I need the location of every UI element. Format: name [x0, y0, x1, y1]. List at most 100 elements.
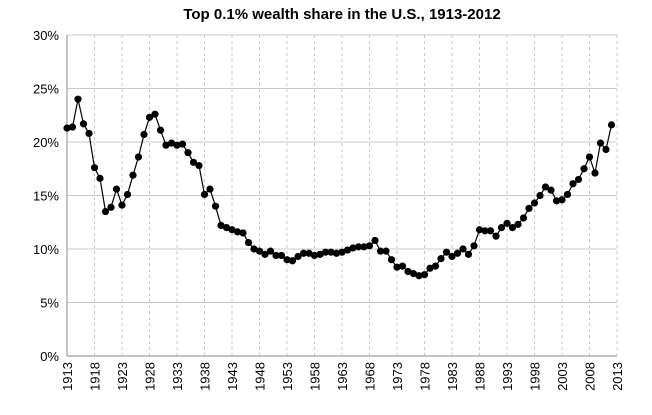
- point: [503, 219, 511, 227]
- point: [63, 124, 71, 132]
- point: [354, 243, 363, 251]
- point: [112, 185, 121, 193]
- point: [85, 129, 93, 138]
- x-tick-label: 1928: [143, 362, 158, 391]
- point: [519, 214, 528, 222]
- point: [299, 249, 308, 257]
- x-tick-label: 1933: [170, 362, 185, 391]
- point: [189, 158, 198, 166]
- x-tick-label: 1973: [390, 362, 405, 391]
- x-tick-label: 2003: [555, 362, 570, 391]
- point: [459, 245, 467, 253]
- point: [101, 207, 110, 216]
- point: [530, 199, 539, 207]
- point: [442, 248, 451, 256]
- point: [228, 226, 236, 234]
- point: [464, 250, 473, 258]
- point: [569, 180, 577, 188]
- point: [602, 145, 610, 154]
- point: [393, 263, 401, 271]
- point: [255, 247, 264, 255]
- x-tick-label: 1998: [528, 362, 543, 391]
- point: [585, 153, 594, 161]
- point: [470, 242, 478, 250]
- point: [79, 120, 88, 128]
- point: [508, 224, 517, 232]
- point: [453, 249, 462, 257]
- point: [475, 226, 484, 234]
- point: [178, 140, 187, 148]
- point: [294, 252, 302, 261]
- y-tick-label: 15%: [33, 189, 59, 204]
- point: [145, 113, 154, 121]
- point: [68, 123, 77, 131]
- point: [387, 256, 396, 264]
- x-tick-label: 1988: [473, 362, 488, 391]
- point: [266, 247, 275, 255]
- point: [310, 251, 319, 260]
- point: [398, 262, 407, 270]
- point: [514, 220, 522, 228]
- point: [492, 232, 500, 240]
- point: [541, 183, 550, 191]
- point: [283, 256, 291, 264]
- point: [200, 190, 209, 199]
- point: [211, 202, 220, 210]
- x-tick-label: 1913: [60, 362, 75, 391]
- chart-title: Top 0.1% wealth share in the U.S., 1913-…: [183, 6, 500, 23]
- point: [426, 264, 434, 272]
- y-tick-label: 0%: [40, 349, 59, 364]
- point: [107, 203, 115, 211]
- point: [167, 139, 176, 147]
- x-tick-label: 1963: [335, 362, 350, 391]
- point: [222, 224, 231, 232]
- y-tick-label: 30%: [33, 28, 59, 43]
- point: [261, 250, 269, 258]
- y-tick-label: 10%: [33, 242, 59, 257]
- point: [382, 247, 390, 255]
- point: [184, 149, 192, 157]
- y-tick-label: 20%: [33, 135, 59, 150]
- point: [371, 236, 379, 245]
- point: [420, 271, 429, 279]
- x-tick-label: 1918: [88, 362, 103, 391]
- point: [316, 250, 324, 258]
- point: [525, 204, 533, 212]
- point: [123, 190, 132, 199]
- point: [244, 238, 253, 247]
- x-tick-label: 2008: [583, 362, 598, 391]
- x-tick-label: 2013: [610, 362, 625, 391]
- point: [552, 197, 561, 205]
- point: [217, 221, 225, 230]
- point: [156, 126, 165, 134]
- point: [349, 244, 357, 252]
- point: [431, 262, 440, 270]
- point: [404, 267, 412, 276]
- point: [129, 171, 137, 179]
- x-tick-label: 1978: [418, 362, 433, 391]
- point: [547, 186, 555, 194]
- point: [415, 272, 423, 280]
- point: [151, 110, 159, 118]
- point: [591, 169, 599, 177]
- point: [288, 257, 297, 265]
- point: [96, 174, 104, 182]
- x-tick-label: 1938: [198, 362, 213, 391]
- x-tick-label: 1953: [280, 362, 295, 391]
- x-tick-label: 1948: [253, 362, 268, 391]
- point: [376, 247, 385, 255]
- x-tick-label: 1958: [308, 362, 323, 391]
- point: [140, 130, 148, 139]
- point: [327, 248, 335, 256]
- point: [277, 251, 286, 260]
- point: [574, 175, 583, 184]
- point: [437, 255, 445, 263]
- point: [536, 191, 544, 200]
- point: [558, 196, 566, 204]
- point: [448, 252, 456, 261]
- point: [360, 243, 368, 251]
- point: [195, 161, 203, 170]
- point: [481, 227, 489, 235]
- point: [239, 229, 247, 237]
